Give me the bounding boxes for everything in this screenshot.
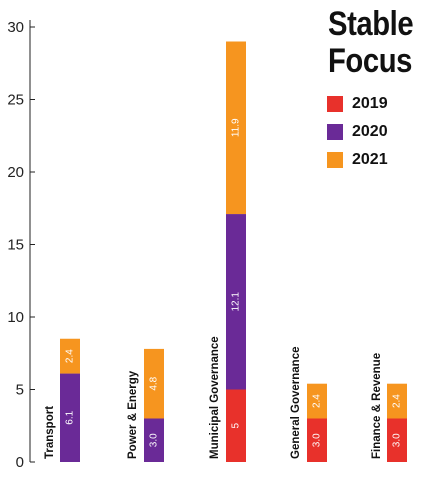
bar-segment-2021 bbox=[144, 348, 164, 419]
data-label: 12.1 bbox=[231, 292, 242, 312]
legend: 2019 2020 2021 bbox=[327, 90, 388, 174]
bar-segment-2020 bbox=[226, 214, 246, 390]
y-axis-ticks: 0 5 10 15 20 25 30 bbox=[7, 19, 35, 471]
data-label: 5 bbox=[231, 423, 242, 429]
data-label: 2.4 bbox=[65, 349, 76, 363]
y-tick-label: 0 bbox=[16, 454, 24, 471]
data-label: 2.4 bbox=[312, 394, 323, 408]
legend-item-2021: 2021 bbox=[327, 146, 388, 174]
y-tick-label: 25 bbox=[7, 92, 24, 109]
data-label: 4.8 bbox=[149, 376, 160, 390]
y-tick-label: 20 bbox=[7, 164, 24, 181]
legend-label-2020: 2020 bbox=[352, 123, 388, 140]
category-label: Transport bbox=[44, 406, 56, 459]
category-label: Power & Energy bbox=[127, 370, 139, 459]
category-label: General Governance bbox=[290, 347, 302, 460]
data-label: 3.0 bbox=[149, 433, 160, 447]
data-label: 3.0 bbox=[312, 433, 323, 447]
legend-item-2019: 2019 bbox=[327, 90, 388, 118]
y-tick-label: 30 bbox=[7, 19, 24, 36]
category-labels: Transport Power & Energy Municipal Governa… bbox=[44, 336, 383, 459]
bar-segment-2020 bbox=[144, 418, 164, 462]
y-tick-label: 5 bbox=[16, 382, 24, 399]
data-label: 11.9 bbox=[231, 118, 242, 137]
legend-swatch-2021 bbox=[327, 152, 343, 168]
legend-label-2021: 2021 bbox=[352, 151, 388, 168]
data-label: 3.0 bbox=[392, 433, 403, 447]
category-label: Finance & Revenue bbox=[371, 353, 383, 459]
bar-segment-2021 bbox=[226, 41, 246, 215]
chart-title: Stable Focus bbox=[328, 5, 414, 80]
data-label: 2.4 bbox=[392, 394, 403, 408]
y-tick-label: 15 bbox=[7, 237, 24, 254]
bar-segment-2019 bbox=[387, 418, 407, 462]
legend-item-2020: 2020 bbox=[327, 118, 388, 146]
bar-segment-2019 bbox=[226, 389, 246, 462]
y-tick-label: 10 bbox=[7, 309, 24, 326]
bar-segment-2019 bbox=[307, 418, 327, 462]
legend-swatch-2020 bbox=[327, 124, 343, 140]
bars: 6.1 2.4 3.0 4.8 5 12.1 11.9 3.0 2.4 3.0 2.4 bbox=[60, 41, 407, 462]
data-label: 6.1 bbox=[65, 410, 76, 424]
bar-segment-2021 bbox=[387, 383, 407, 419]
legend-swatch-2019 bbox=[327, 96, 343, 112]
bar-segment-2021 bbox=[307, 383, 327, 419]
bar-segment-2020 bbox=[60, 373, 80, 462]
legend-label-2019: 2019 bbox=[352, 95, 388, 112]
bar-segment-2021 bbox=[60, 338, 80, 374]
category-label: Municipal Governance bbox=[209, 336, 221, 459]
